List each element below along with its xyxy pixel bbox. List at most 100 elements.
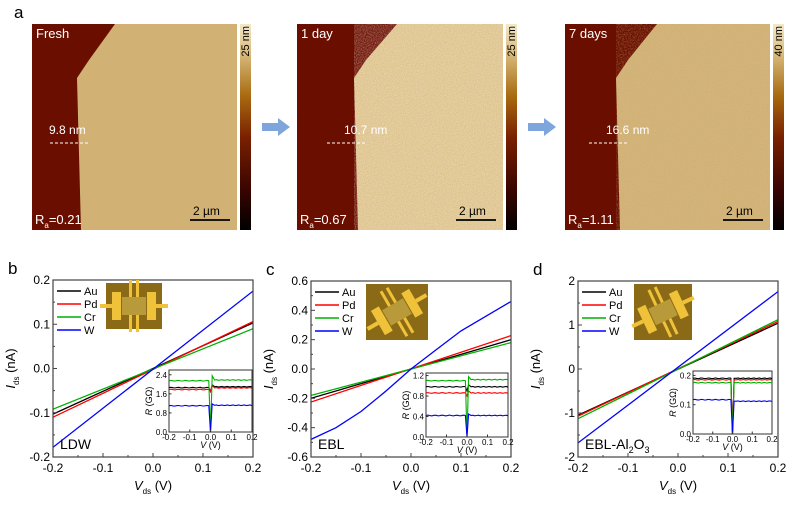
y-tick-label: -0.2	[287, 391, 308, 405]
electrode-pad	[401, 288, 424, 318]
electrode-lead	[653, 286, 664, 303]
thickness-label: 16.6 nm	[606, 123, 649, 137]
legend-item-w: W	[582, 326, 620, 338]
legend-label: Pd	[609, 300, 622, 312]
legend-item-au: Au	[57, 286, 97, 298]
legend-item-au: Au	[582, 287, 622, 299]
inset-y-tick-label: 2.4	[156, 371, 168, 380]
electrode-lead	[631, 319, 644, 329]
electrode-pad	[668, 290, 689, 320]
legend-label: W	[609, 326, 620, 338]
y-tick-label: -0.1	[29, 406, 50, 420]
arrow-right-icon	[528, 118, 556, 136]
legend-item-w: W	[315, 326, 353, 338]
inset-x-tick-label: 0.2	[766, 435, 778, 444]
inset-y-tick-label: 0.1	[680, 401, 692, 410]
electrode-lead	[662, 321, 673, 338]
colorbar-max-label: 25 nm	[240, 26, 252, 57]
electrodes	[100, 280, 168, 332]
inset-x-axis-label: V (V)	[457, 445, 478, 455]
electrode-lead	[379, 290, 391, 307]
y-tick-label: 2	[568, 274, 575, 288]
inset-x-tick-label: -0.2	[419, 438, 433, 447]
x-tick-label: -0.1	[351, 461, 372, 475]
legend-label: W	[84, 325, 95, 337]
scalebar-label: 2 µm	[726, 204, 753, 218]
afm-image-2: 1 day 10.7 nm Ra=0.67 2 µm 25 nm	[297, 24, 518, 230]
legend-item-cr: Cr	[57, 312, 96, 324]
thickness-label: 9.8 nm	[49, 123, 86, 137]
flake	[122, 297, 146, 315]
y-tick-label: -0.4	[287, 421, 308, 435]
legend-item-cr: Cr	[582, 313, 621, 325]
colorbar	[506, 24, 517, 230]
legend-label: Cr	[609, 313, 621, 325]
inset-series-pd	[425, 389, 509, 398]
x-axis-label: Vds (V)	[659, 478, 697, 496]
inset-x-tick-label: 0.1	[226, 433, 238, 442]
legend-item-cr: Cr	[315, 313, 354, 325]
x-tick-label: 0.0	[403, 461, 420, 475]
chart-panel-b: b -0.2 -0.1 0.0 0.1 0.2 -0.2 -0.1 0.0 0.1 0.2 Vds (…	[3, 259, 262, 496]
afm-title: Fresh	[36, 26, 69, 41]
thickness-label: 10.7 nm	[344, 123, 387, 137]
legend-item-pd: Pd	[315, 300, 355, 312]
scalebar-label: 2 µm	[193, 204, 220, 218]
chart-panel-c: c-0.2 -0.1 0.0 0.1 0.2-0.6-0.4-0.20.00.20.40…	[261, 260, 520, 496]
method-annotation: LDW	[60, 436, 92, 452]
flake	[648, 298, 678, 326]
inset-x-tick-label: 0.0	[461, 438, 473, 447]
electrode-lead	[100, 304, 112, 308]
inset-y-tick-label: 0.8	[413, 392, 425, 401]
inset-chart: -0.2 -0.1 0.0 0.1 0.2 0.0 0.1 0.2 V (V) R (GΩ)	[668, 370, 778, 452]
roughness-label: Ra=0.67	[300, 212, 347, 230]
series-group	[311, 300, 511, 440]
x-axis-label: Vds (V)	[392, 478, 430, 496]
inset-x-tick-label: 0.1	[482, 438, 494, 447]
y-tick-label: -0.6	[287, 450, 308, 464]
y-tick-label: 0.4	[291, 303, 308, 317]
x-tick-label: 0.0	[145, 461, 162, 475]
device-micrograph	[631, 284, 695, 340]
electrode-lead	[403, 317, 415, 334]
device-micrograph	[100, 280, 168, 332]
legend-label: Au	[84, 286, 97, 298]
inset-x-axis-label: V (V)	[200, 440, 221, 450]
inset-x-tick-label: 0.0	[205, 433, 217, 442]
y-tick-label: 0	[568, 362, 575, 376]
electrode-lead	[385, 286, 397, 304]
inset-x-tick-label: -0.2	[162, 433, 176, 442]
x-tick-label: 0.2	[245, 461, 262, 475]
inset-x-tick-label: 0.0	[727, 435, 739, 444]
inset-x-tick-label: 0.2	[502, 438, 514, 447]
x-tick-label: 0.2	[503, 461, 520, 475]
y-tick-label: 0.0	[291, 362, 308, 376]
legend-label: Au	[609, 287, 622, 299]
method-annotation: EBL-Al2O3	[585, 436, 650, 455]
afm-image-3: 7 days 16.6 nm Ra=1.11 2 µm 40 nm	[565, 24, 785, 230]
y-tick-label: 0.0	[33, 362, 50, 376]
roughness-label: Ra=1.11	[568, 212, 614, 230]
scalebar-label: 2 µm	[459, 204, 486, 218]
electrode-pad	[637, 304, 658, 334]
inset-chart: -0.2 -0.1 0.0 0.1 0.2 0.0 0.4 0.8 1.2 V (V) R (GΩ)	[401, 372, 514, 455]
electrode-lead	[668, 318, 679, 335]
electrode-lead	[366, 321, 379, 331]
inset-y-tick-label: 0.8	[156, 409, 168, 418]
panel-label-d: d	[533, 260, 542, 279]
colorbar-max-label: 40 nm	[773, 26, 785, 57]
legend-label: Pd	[84, 299, 97, 311]
inset-x-axis-label: V (V)	[722, 442, 743, 452]
colorbar-max-label: 25 nm	[506, 26, 518, 57]
inset-y-tick-label: 1.2	[413, 372, 425, 381]
x-tick-label: 0.2	[770, 461, 787, 475]
afm-title: 7 days	[569, 26, 608, 41]
series-group	[578, 291, 778, 444]
electrode-lead	[397, 320, 409, 338]
electrode-lead	[136, 280, 139, 297]
inset-y-tick-label: 0.2	[680, 371, 692, 380]
inset-y-axis-label: R (GΩ)	[668, 388, 678, 417]
y-tick-label: 0.2	[33, 273, 50, 287]
